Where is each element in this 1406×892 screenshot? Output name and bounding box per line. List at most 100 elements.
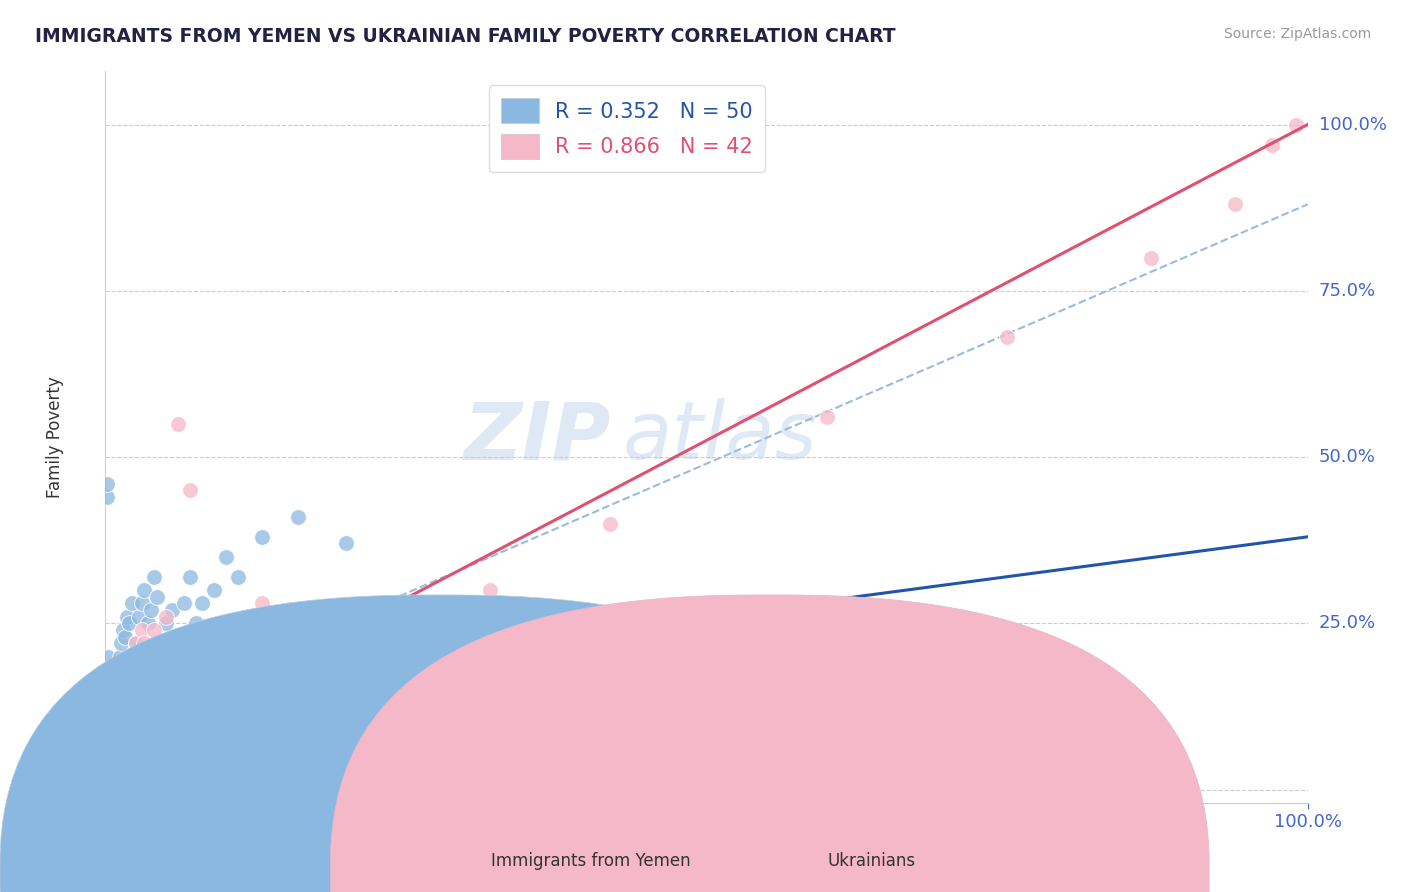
Point — [97, 703, 120, 717]
Point — [146, 590, 169, 604]
Text: 100.0%: 100.0% — [1319, 116, 1386, 134]
Point — [107, 703, 129, 717]
Point — [250, 530, 273, 544]
Point — [114, 630, 136, 644]
Point — [121, 649, 143, 664]
Point — [1284, 118, 1306, 132]
Point — [155, 616, 177, 631]
Text: ZIP: ZIP — [463, 398, 610, 476]
Text: Immigrants from Yemen: Immigrants from Yemen — [491, 852, 690, 870]
Point — [101, 676, 124, 690]
Point — [108, 696, 131, 710]
Point — [139, 649, 162, 664]
Point — [395, 596, 418, 610]
Point — [226, 570, 249, 584]
Point — [479, 582, 502, 597]
Point — [128, 649, 150, 664]
Text: atlas: atlas — [623, 398, 817, 476]
Point — [179, 483, 201, 498]
Point — [98, 716, 121, 731]
Point — [97, 649, 120, 664]
Point — [98, 696, 121, 710]
Point — [148, 636, 170, 650]
Legend: R = 0.352   N = 50, R = 0.866   N = 42: R = 0.352 N = 50, R = 0.866 N = 42 — [488, 86, 765, 171]
Point — [179, 570, 201, 584]
Point — [100, 696, 122, 710]
Point — [112, 623, 135, 637]
Point — [250, 596, 273, 610]
Point — [100, 729, 122, 743]
Point — [214, 549, 236, 564]
Point — [111, 656, 134, 670]
Point — [103, 723, 125, 737]
Point — [98, 676, 121, 690]
Text: 75.0%: 75.0% — [1319, 282, 1376, 300]
Point — [599, 516, 621, 531]
Point — [155, 609, 177, 624]
Point — [103, 669, 125, 683]
Point — [97, 690, 120, 704]
Point — [815, 410, 838, 425]
Point — [132, 582, 155, 597]
Point — [114, 669, 136, 683]
Point — [995, 330, 1018, 344]
Point — [97, 756, 120, 770]
Point — [166, 417, 188, 431]
Point — [1140, 251, 1163, 265]
Point — [98, 742, 121, 756]
Point — [124, 636, 146, 650]
Point — [98, 749, 121, 764]
Point — [107, 663, 129, 677]
Point — [173, 596, 195, 610]
Point — [1260, 137, 1282, 152]
Point — [202, 649, 225, 664]
Point — [148, 636, 170, 650]
Point — [98, 682, 121, 697]
Point — [190, 596, 212, 610]
Point — [131, 596, 153, 610]
Point — [335, 623, 357, 637]
Point — [1225, 197, 1247, 211]
Text: Ukrainians: Ukrainians — [828, 852, 915, 870]
Point — [128, 609, 150, 624]
Point — [136, 616, 159, 631]
Point — [287, 636, 309, 650]
Point — [108, 649, 131, 664]
Point — [118, 616, 141, 631]
Text: Family Poverty: Family Poverty — [46, 376, 63, 498]
Point — [96, 490, 118, 504]
Point — [184, 616, 207, 631]
Point — [132, 636, 155, 650]
Point — [98, 709, 121, 723]
Point — [101, 709, 124, 723]
Point — [110, 636, 132, 650]
Point — [105, 716, 128, 731]
Point — [115, 609, 138, 624]
Point — [107, 709, 129, 723]
Point — [101, 736, 124, 750]
Point — [107, 676, 129, 690]
Point — [142, 623, 165, 637]
Text: Source: ZipAtlas.com: Source: ZipAtlas.com — [1223, 27, 1371, 41]
Text: 50.0%: 50.0% — [1319, 448, 1375, 466]
Point — [115, 676, 138, 690]
Point — [118, 663, 141, 677]
Point — [142, 570, 165, 584]
Point — [121, 596, 143, 610]
Point — [136, 663, 159, 677]
Point — [96, 476, 118, 491]
Point — [160, 603, 183, 617]
Point — [226, 616, 249, 631]
Point — [105, 696, 128, 710]
Text: IMMIGRANTS FROM YEMEN VS UKRAINIAN FAMILY POVERTY CORRELATION CHART: IMMIGRANTS FROM YEMEN VS UKRAINIAN FAMIL… — [35, 27, 896, 45]
Point — [139, 603, 162, 617]
Point — [104, 690, 127, 704]
Text: 25.0%: 25.0% — [1319, 615, 1376, 632]
Point — [287, 509, 309, 524]
Point — [110, 682, 132, 697]
Point — [100, 716, 122, 731]
Point — [112, 690, 135, 704]
Point — [166, 630, 188, 644]
Point — [104, 742, 127, 756]
Point — [131, 623, 153, 637]
